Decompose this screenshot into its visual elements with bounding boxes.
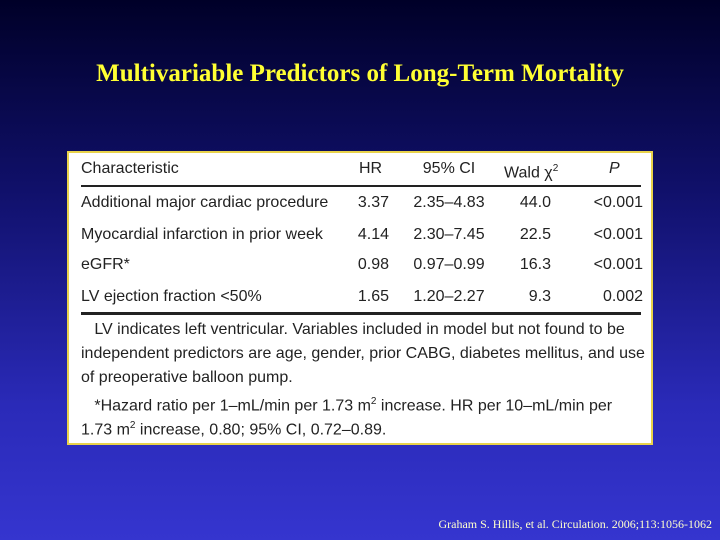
footnote-line: independent predictors are age, gender, … bbox=[81, 345, 645, 362]
row-hr: 1.65 bbox=[357, 288, 389, 305]
wald-label: Wald χ bbox=[504, 164, 553, 182]
header-ci: 95% CI bbox=[422, 160, 476, 177]
footnote-superscript: 2 bbox=[129, 420, 136, 431]
row-characteristic: Additional major cardiac procedure bbox=[81, 194, 329, 211]
header-wald: Wald χ2 bbox=[504, 160, 558, 182]
row-wald: 9.3 bbox=[528, 288, 551, 305]
row-hr: 3.37 bbox=[357, 194, 389, 211]
footnote-text: increase. HR per 10–mL/min per bbox=[376, 397, 613, 415]
footnote-text: 1.73 m bbox=[81, 421, 130, 439]
row-characteristic: LV ejection fraction <50% bbox=[81, 288, 262, 305]
footnote-line: of preoperative balloon pump. bbox=[81, 369, 293, 386]
header-characteristic: Characteristic bbox=[81, 160, 179, 177]
header-p: P bbox=[609, 160, 620, 177]
row-ci: 0.97–0.99 bbox=[413, 256, 485, 273]
row-wald: 22.5 bbox=[519, 226, 551, 243]
row-ci: 2.30–7.45 bbox=[413, 226, 485, 243]
results-table: Characteristic HR 95% CI Wald χ2 P Addit… bbox=[67, 151, 653, 445]
row-ci: 2.35–4.83 bbox=[413, 194, 485, 211]
row-ci: 1.20–2.27 bbox=[413, 288, 485, 305]
row-characteristic: eGFR* bbox=[81, 256, 130, 273]
footnote-line: 1.73 m2 increase, 0.80; 95% CI, 0.72–0.8… bbox=[81, 417, 386, 439]
row-p: <0.001 bbox=[593, 226, 643, 243]
footnote-text: increase, 0.80; 95% CI, 0.72–0.89. bbox=[135, 421, 387, 439]
row-hr: 4.14 bbox=[357, 226, 389, 243]
row-p: <0.001 bbox=[593, 256, 643, 273]
row-p: 0.002 bbox=[602, 288, 643, 305]
row-hr: 0.98 bbox=[357, 256, 389, 273]
row-characteristic: Myocardial infarction in prior week bbox=[81, 226, 323, 243]
footnote-superscript: 2 bbox=[370, 396, 377, 407]
footnote-line: *Hazard ratio per 1–mL/min per 1.73 m2 i… bbox=[81, 393, 612, 415]
slide-title: Multivariable Predictors of Long-Term Mo… bbox=[96, 60, 624, 87]
footer-rule bbox=[81, 312, 641, 315]
row-p: <0.001 bbox=[593, 194, 643, 211]
footnote-line: LV indicates left ventricular. Variables… bbox=[81, 321, 625, 338]
row-wald: 44.0 bbox=[519, 194, 551, 211]
wald-superscript: 2 bbox=[552, 163, 559, 174]
header-hr: HR bbox=[359, 160, 383, 177]
header-rule bbox=[81, 185, 641, 187]
footnote-text: *Hazard ratio per 1–mL/min per 1.73 m bbox=[81, 397, 371, 415]
citation: Graham S. Hillis, et al. Circulation. 20… bbox=[438, 517, 712, 531]
row-wald: 16.3 bbox=[519, 256, 551, 273]
